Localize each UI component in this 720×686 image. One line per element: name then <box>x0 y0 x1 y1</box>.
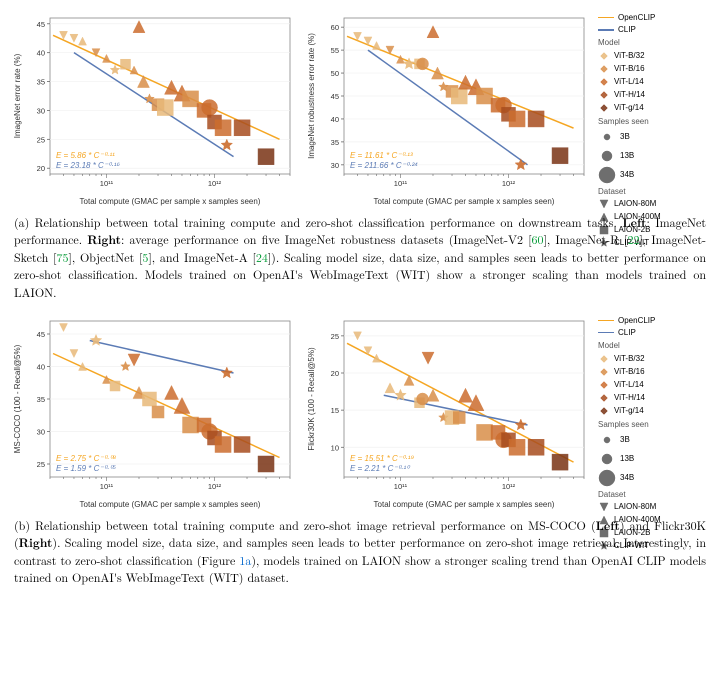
svg-text:45: 45 <box>331 92 339 101</box>
svg-text:E = 211.66 * C⁻⁰·²⁴: E = 211.66 * C⁻⁰·²⁴ <box>350 161 418 170</box>
caption-a: (a) Relationship between total training … <box>14 214 706 301</box>
svg-text:Total compute (GMAC per sample: Total compute (GMAC per sample x samples… <box>80 500 261 509</box>
svg-text:10¹¹: 10¹¹ <box>394 179 408 188</box>
svg-text:ImageNet error rate (%): ImageNet error rate (%) <box>13 53 22 138</box>
svg-text:Flickr30K (100 - Recall@5%): Flickr30K (100 - Recall@5%) <box>307 347 316 451</box>
svg-text:45: 45 <box>37 20 45 29</box>
svg-text:40: 40 <box>331 115 339 124</box>
svg-text:30: 30 <box>37 106 45 115</box>
svg-text:E = 2.75 * C⁻⁰·⁰⁸: E = 2.75 * C⁻⁰·⁰⁸ <box>56 454 117 463</box>
svg-text:Total compute (GMAC per sample: Total compute (GMAC per sample x samples… <box>374 500 555 509</box>
chart-b-right: 10 15 20 25 10¹¹ 10¹² Total compute (GMAC per … <box>302 311 592 511</box>
svg-text:10: 10 <box>331 443 339 452</box>
svg-text:10¹²: 10¹² <box>208 482 222 491</box>
svg-text:10¹²: 10¹² <box>502 179 516 188</box>
svg-text:60: 60 <box>331 23 339 32</box>
svg-text:10¹¹: 10¹¹ <box>394 482 408 491</box>
svg-text:10¹²: 10¹² <box>502 482 516 491</box>
row-b: 25 30 35 40 45 10¹¹ 10¹² Total compute (GMAC pe… <box>8 311 712 511</box>
row-a: 20 25 30 35 40 45 10¹¹ 10¹² Total compute (GMAC … <box>8 8 712 208</box>
svg-text:50: 50 <box>331 69 339 78</box>
svg-text:35: 35 <box>331 138 339 147</box>
svg-text:10¹¹: 10¹¹ <box>100 179 114 188</box>
svg-text:15: 15 <box>331 406 339 415</box>
svg-text:25: 25 <box>37 135 45 144</box>
svg-text:25: 25 <box>37 460 45 469</box>
chart-b-left: 25 30 35 40 45 10¹¹ 10¹² Total compute (GMAC pe… <box>8 311 298 511</box>
svg-text:E = 2.21 * C⁻⁰·¹⁰: E = 2.21 * C⁻⁰·¹⁰ <box>350 464 411 473</box>
svg-text:40: 40 <box>37 49 45 58</box>
svg-text:10¹¹: 10¹¹ <box>100 482 114 491</box>
svg-text:MS-COCO (100 - Recall@5%): MS-COCO (100 - Recall@5%) <box>13 344 22 453</box>
svg-text:E = 5.86 * C⁻⁰·¹¹: E = 5.86 * C⁻⁰·¹¹ <box>56 151 115 160</box>
svg-text:ImageNet robustness error rate: ImageNet robustness error rate (%) <box>307 33 316 159</box>
svg-text:30: 30 <box>331 161 339 170</box>
caption-b: (b) Relationship between total training … <box>14 517 706 587</box>
svg-text:E = 15.51 * C⁻⁰·¹⁹: E = 15.51 * C⁻⁰·¹⁹ <box>350 454 415 463</box>
legend-b: OpenCLIPCLIPModelViT-B/32ViT-B/16ViT-L/1… <box>596 311 708 511</box>
svg-text:10¹²: 10¹² <box>208 179 222 188</box>
svg-text:E = 1.59 * C⁻⁰·⁰⁵: E = 1.59 * C⁻⁰·⁰⁵ <box>56 464 117 473</box>
svg-text:25: 25 <box>331 332 339 341</box>
svg-text:Total compute (GMAC per sample: Total compute (GMAC per sample x samples… <box>374 197 555 206</box>
svg-text:20: 20 <box>331 369 339 378</box>
svg-text:Total compute (GMAC per sample: Total compute (GMAC per sample x samples… <box>80 197 261 206</box>
svg-text:20: 20 <box>37 164 45 173</box>
svg-text:E = 11.61 * C⁻⁰·¹³: E = 11.61 * C⁻⁰·¹³ <box>350 151 413 160</box>
legend-a: OpenCLIPCLIPModelViT-B/32ViT-B/16ViT-L/1… <box>596 8 708 208</box>
svg-text:35: 35 <box>37 78 45 87</box>
svg-text:55: 55 <box>331 46 339 55</box>
svg-text:E = 23.18 * C⁻⁰·¹⁶: E = 23.18 * C⁻⁰·¹⁶ <box>56 161 121 170</box>
figure-container: 20 25 30 35 40 45 10¹¹ 10¹² Total compute (GMAC … <box>0 0 720 605</box>
svg-text:30: 30 <box>37 427 45 436</box>
svg-text:35: 35 <box>37 395 45 404</box>
chart-a-right: 30 35 40 45 50 55 60 10¹¹ 10¹² Total compute (GMA… <box>302 8 592 208</box>
svg-text:45: 45 <box>37 330 45 339</box>
chart-a-left: 20 25 30 35 40 45 10¹¹ 10¹² Total compute (GMAC … <box>8 8 298 208</box>
svg-text:40: 40 <box>37 362 45 371</box>
